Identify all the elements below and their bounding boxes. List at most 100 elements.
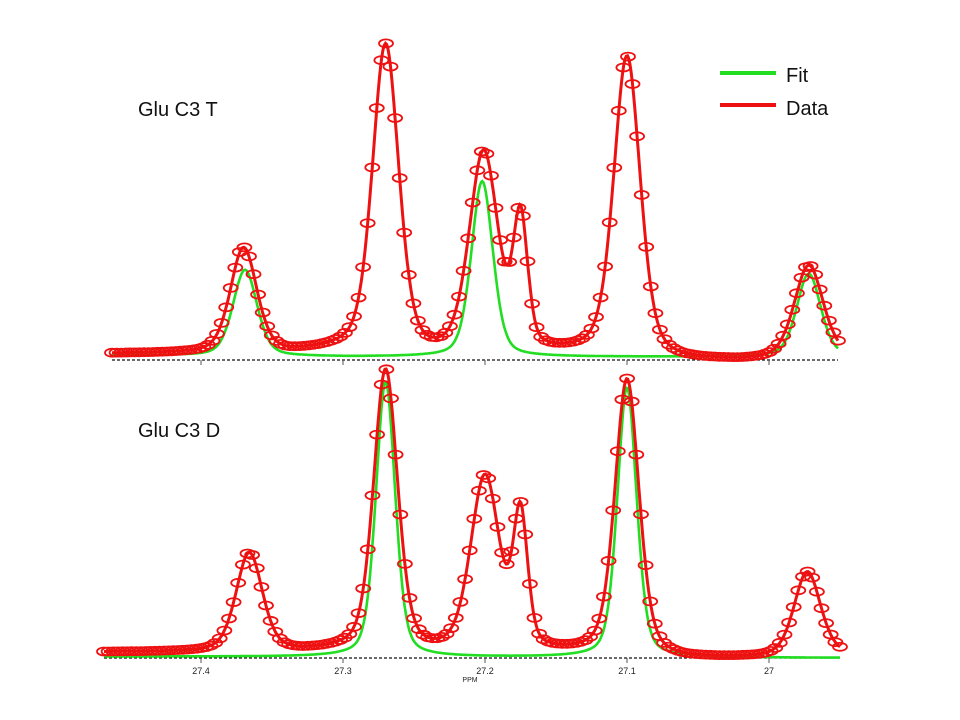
top-data-marker (209, 328, 225, 339)
top-data-marker (588, 312, 604, 322)
bottom-data-marker (461, 545, 478, 556)
top-data-marker (195, 342, 212, 353)
bottom-data-marker (387, 449, 404, 460)
top-data-marker (368, 103, 385, 113)
bottom-data-marker (359, 544, 376, 555)
bottom-data-marker (503, 546, 520, 557)
bottom-data-marker (457, 574, 474, 584)
top-data-marker (569, 335, 586, 346)
bottom-data-marker (369, 429, 386, 440)
x-tick-label: 27.2 (476, 666, 494, 676)
top-data-marker (606, 162, 623, 173)
top-data-marker (766, 343, 782, 354)
top-data-marker (656, 334, 673, 345)
top-data-marker (784, 304, 801, 315)
bottom-data-marker (832, 641, 848, 652)
bottom-data-marker (355, 583, 372, 594)
top-data-marker (460, 233, 477, 244)
bottom-data-marker (346, 621, 362, 632)
bottom-data-marker (531, 628, 547, 639)
bottom-data-marker (332, 635, 349, 645)
top-data-marker (241, 251, 257, 262)
bottom-data-marker (628, 449, 645, 460)
bottom-data-marker (498, 559, 515, 570)
top-data-marker (451, 291, 467, 302)
bottom-data-marker (364, 490, 381, 501)
top-data-marker (387, 113, 404, 123)
top-data-marker (396, 227, 413, 238)
top-data-marker (378, 38, 394, 49)
legend-label-data: Data (786, 98, 829, 120)
top-data-marker (825, 327, 842, 338)
bottom-data-marker (767, 643, 784, 653)
x-tick-label: 27.3 (334, 666, 352, 676)
top-data-marker (515, 211, 531, 221)
bottom-data-marker (790, 585, 807, 596)
bottom-data-marker (248, 563, 265, 573)
bottom-data-marker (785, 602, 802, 612)
top-data-markers (104, 38, 846, 363)
top-data-marker (336, 327, 353, 338)
top-data-marker (624, 79, 641, 89)
bottom-data-marker (771, 637, 788, 648)
top-data-marker (807, 269, 824, 280)
top-data-marker (227, 262, 244, 273)
top-data-marker (327, 334, 344, 344)
top-data-marker (350, 292, 367, 303)
bottom-data-marker (230, 577, 247, 588)
bottom-data-marker (494, 547, 511, 558)
bottom-data-marker (480, 473, 497, 484)
top-data-marker (446, 309, 463, 320)
bottom-data-marker (484, 493, 501, 504)
bottom-data-marker (804, 572, 821, 583)
top-data-marker (346, 311, 362, 322)
x-tick-label: 27.1 (618, 666, 636, 676)
top-data-marker (789, 288, 805, 299)
top-data-marker (830, 335, 846, 346)
bottom-data-marker (401, 593, 418, 603)
bottom-data-marker (489, 522, 506, 532)
top-data-marker (355, 262, 372, 273)
bottom-data-marker (443, 623, 460, 633)
bottom-panel-title: Glu C3 D (138, 420, 220, 442)
top-data-marker (400, 269, 417, 280)
bottom-data-marker (813, 603, 830, 614)
bottom-data-marker (646, 618, 663, 629)
top-data-marker (610, 105, 627, 116)
top-data-marker (501, 257, 518, 267)
bottom-data-marker (383, 393, 399, 404)
top-data-marker (775, 330, 792, 341)
bottom-data-marker (452, 597, 469, 607)
top-data-marker (414, 325, 431, 335)
bottom-data-marker (258, 600, 274, 611)
bottom-data-marker (517, 529, 534, 540)
top-data-marker (487, 202, 504, 213)
bottom-data-marker (605, 505, 622, 516)
bottom-data-marker (202, 640, 219, 651)
top-data-marker (409, 315, 426, 326)
bottom-data-marker (642, 596, 659, 607)
top-panel-title: Glu C3 T (138, 99, 218, 121)
top-data-marker (597, 261, 613, 272)
top-data-marker (793, 272, 810, 283)
bottom-data-marker (373, 379, 390, 390)
bottom-data-marker (396, 559, 413, 569)
bottom-data-marker (637, 560, 654, 571)
top-data-marker (629, 131, 645, 142)
bottom-data-marker (781, 617, 797, 628)
top-data-marker (615, 62, 632, 73)
bottom-data-marker (466, 513, 483, 524)
bottom-data-marker (406, 613, 423, 624)
top-data-marker (510, 202, 527, 213)
top-data-marker (779, 319, 796, 330)
top-data-marker (505, 232, 522, 243)
legend: Fit Data (720, 65, 829, 120)
top-data-marker (802, 261, 819, 271)
top-data-marker (464, 197, 481, 208)
bottom-data-marker (447, 613, 464, 623)
top-data-marker (236, 242, 253, 253)
bottom-data-marker (596, 591, 612, 602)
top-data-marker (373, 55, 390, 66)
top-data-marker (455, 265, 472, 276)
